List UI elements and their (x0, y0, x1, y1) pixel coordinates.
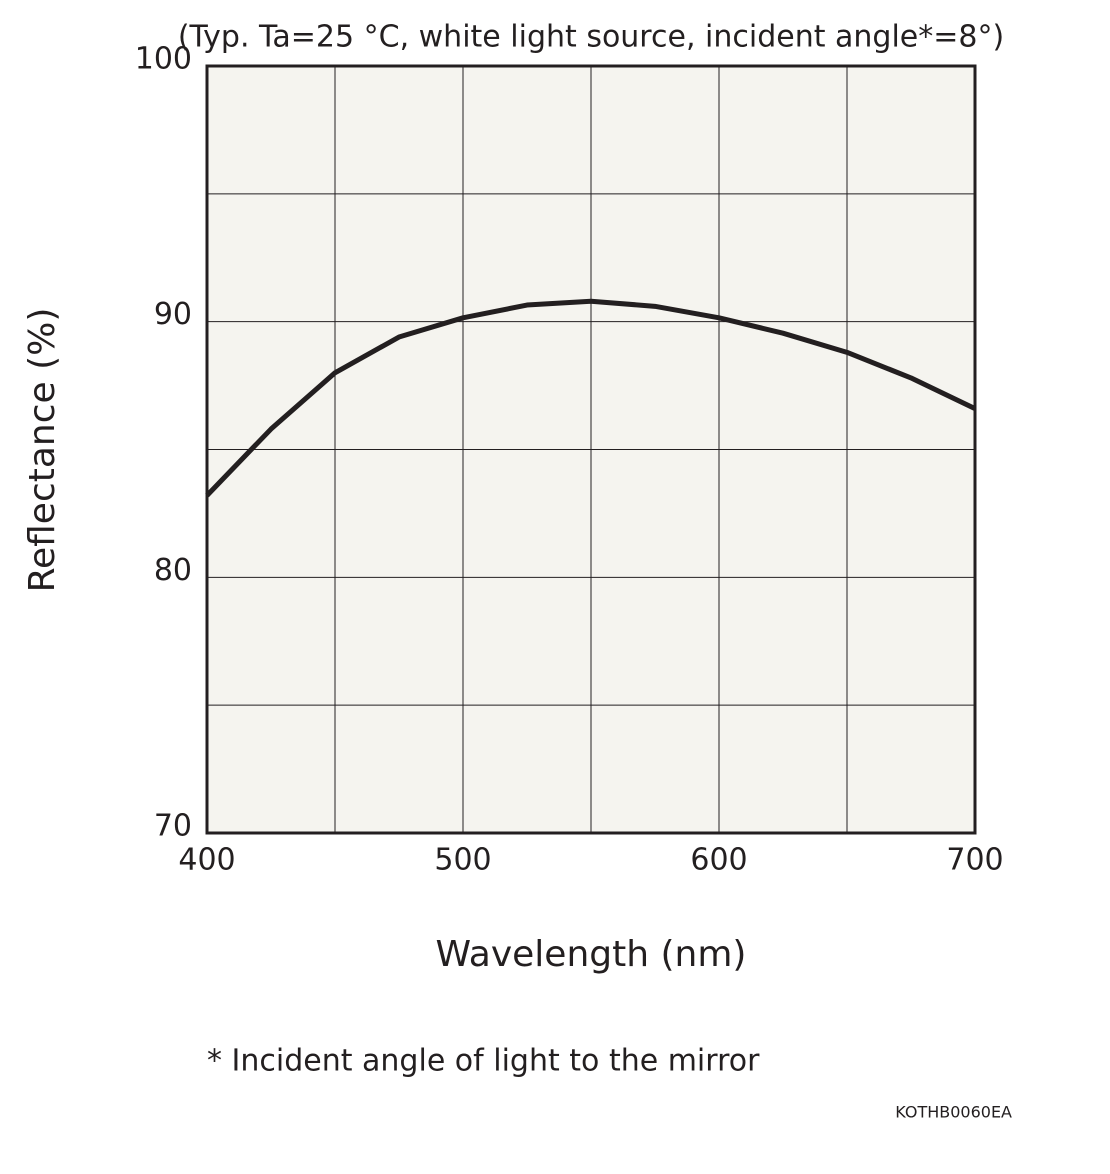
y-tick-label: 90 (154, 297, 192, 332)
y-tick-label: 80 (154, 553, 192, 588)
data-line (205, 298, 977, 498)
x-tick-label: 700 (946, 843, 1003, 878)
plot-frame (205, 64, 977, 835)
x-tick-label: 600 (690, 843, 747, 878)
y-tick-label: 70 (154, 809, 192, 844)
y-axis-label: Reflectance (%) (22, 308, 63, 593)
x-axis-label: Wavelength (nm) (436, 934, 747, 975)
x-tick-label: 500 (434, 843, 491, 878)
chart-title: (Typ. Ta=25 °C, white light source, inci… (178, 20, 1004, 55)
x-tick-label: 400 (178, 843, 235, 878)
y-tick-label: 100 (135, 42, 192, 77)
figure-code: KOTHB0060EA (895, 1103, 1012, 1122)
footnote: * Incident angle of light to the mirror (207, 1044, 760, 1079)
